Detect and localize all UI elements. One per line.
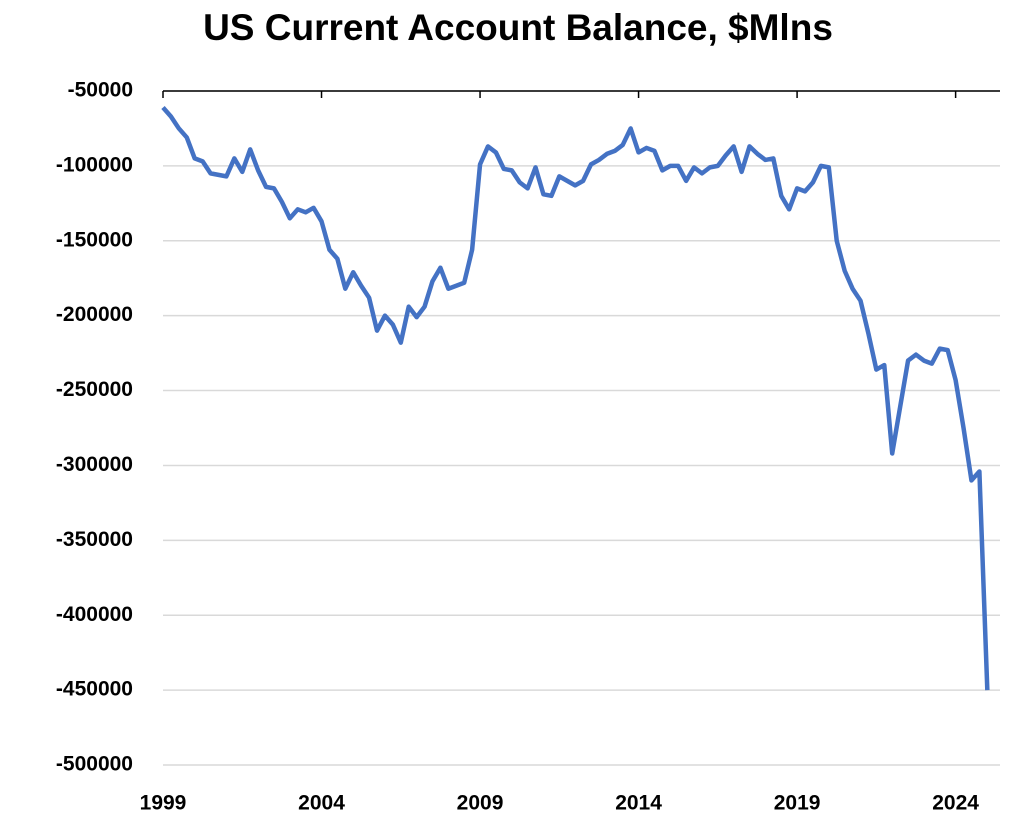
y-tick-label: -300000 bbox=[56, 453, 133, 476]
y-tick-label: -200000 bbox=[56, 303, 133, 326]
y-tick-label: -500000 bbox=[56, 753, 133, 776]
x-tick-label: 1999 bbox=[140, 792, 187, 815]
x-tick-label: 2014 bbox=[615, 792, 662, 815]
y-tick-label: -450000 bbox=[56, 678, 133, 701]
data-line bbox=[161, 105, 990, 691]
x-tick-label: 2024 bbox=[932, 792, 979, 815]
y-tick-label: -400000 bbox=[56, 603, 133, 626]
y-tick-label: -100000 bbox=[56, 153, 133, 176]
y-tick-label: -150000 bbox=[56, 228, 133, 251]
x-tick-label: 2019 bbox=[774, 792, 821, 815]
y-tick-label: -50000 bbox=[68, 79, 133, 102]
x-tick-label: 2009 bbox=[457, 792, 504, 815]
y-tick-label: -250000 bbox=[56, 378, 133, 401]
y-tick-label: -350000 bbox=[56, 528, 133, 551]
chart-title: US Current Account Balance, $Mlns bbox=[203, 7, 833, 48]
x-tick-label: 2004 bbox=[298, 792, 345, 815]
